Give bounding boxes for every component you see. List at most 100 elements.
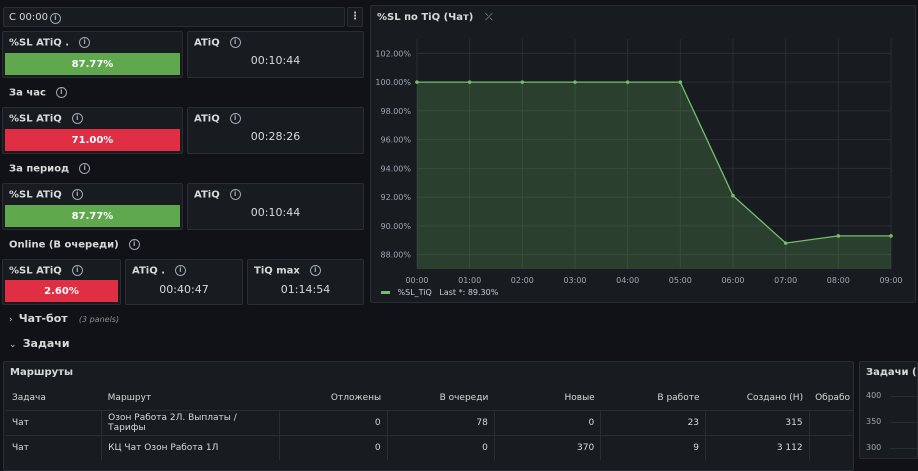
- row-title: Чат-бот: [18, 312, 68, 325]
- info-icon[interactable]: i: [175, 265, 186, 276]
- x-tick-label: 05:00: [669, 276, 692, 285]
- info-icon[interactable]: i: [309, 265, 321, 276]
- panel-title: %SL ATiQ i: [9, 113, 83, 125]
- data-point: [678, 80, 683, 84]
- panel-title: %SL ATiQ i: [9, 189, 83, 201]
- table-row[interactable]: Чат КЦ Чат Озон Работа 1Л 0 0 370 9 3 11…: [6, 435, 853, 460]
- chart-legend[interactable]: %SL_TiQ Last *: 89.30%: [381, 288, 498, 297]
- info-icon[interactable]: i: [71, 189, 83, 200]
- y-tick-label: 92.00%: [380, 193, 411, 202]
- info-icon[interactable]: i: [71, 265, 83, 276]
- legend-swatch: [381, 291, 390, 294]
- stat-panel-atiq-period[interactable]: ATiQ i 00:10:44: [187, 183, 364, 230]
- info-icon[interactable]: i: [71, 113, 83, 124]
- stat-value-bar: 2.60%: [5, 280, 118, 302]
- no-data-link-icon[interactable]: ⤫: [484, 12, 493, 23]
- series-area: [417, 82, 891, 269]
- cell: 0: [386, 435, 495, 460]
- x-tick-label: 06:00: [721, 276, 744, 285]
- table-row[interactable]: Чат Озон Работа 2Л. Выплаты / Тарифы 0 7…: [6, 410, 853, 436]
- row-title-online: Online (В очереди) i: [9, 239, 140, 251]
- stat-panel-atiq-hour[interactable]: ATiQ i 00:28:26: [187, 107, 364, 154]
- series-line: [417, 81, 891, 244]
- variable-selector[interactable]: С 00:00 i: [3, 7, 345, 27]
- tasks-chart-panel[interactable]: Задачи (Ча 400 350 300: [859, 361, 918, 459]
- y-tick-label: 88.00%: [380, 251, 411, 260]
- cell: [808, 410, 853, 436]
- col-header[interactable]: В очереди: [439, 393, 489, 403]
- stat-panel-sl-online[interactable]: %SL ATiQ i 2.60%: [2, 259, 121, 305]
- panel-title: Задачи (Ча: [866, 367, 917, 378]
- col-header[interactable]: Задача: [12, 393, 46, 403]
- cell: Чат: [6, 410, 102, 436]
- cell: 0: [278, 435, 388, 460]
- variable-label: С 00:00: [9, 12, 48, 23]
- info-icon[interactable]: i: [79, 37, 91, 48]
- panel-title: %SL ATiQ i: [9, 265, 83, 277]
- cell: Озон Работа 2Л. Выплаты / Тарифы: [101, 410, 280, 436]
- info-icon[interactable]: i: [55, 87, 67, 98]
- col-header[interactable]: Обрабо: [815, 393, 850, 403]
- stat-value-bar: 87.77%: [5, 205, 180, 227]
- kebab-menu-button[interactable]: ⋮: [347, 7, 363, 27]
- routes-table: Задача Маршрут Отложены В очереди Новые …: [6, 386, 853, 460]
- col-header[interactable]: В работе: [657, 393, 700, 403]
- row-collapsed-chatbot[interactable]: › Чат-бот (3 panels): [9, 312, 119, 325]
- stat-panel-atiq-online[interactable]: ATiQ .i 00:40:47: [125, 259, 243, 305]
- panel-title: ATiQ i: [194, 189, 241, 201]
- info-icon[interactable]: i: [229, 189, 241, 200]
- col-header[interactable]: Отложены: [330, 393, 382, 403]
- panel-title: ATiQ i: [194, 37, 241, 49]
- panel-title: ATiQ .i: [132, 265, 186, 277]
- info-icon[interactable]: i: [50, 13, 61, 24]
- cell: Чат: [6, 435, 102, 460]
- stat-panel-sl-period[interactable]: %SL ATiQ i 87.77%: [2, 183, 183, 230]
- panel-title: ATiQ i: [194, 113, 241, 125]
- data-point: [889, 234, 893, 238]
- info-icon[interactable]: i: [229, 37, 241, 48]
- grid-line: [890, 396, 917, 397]
- stat-value: 00:28:26: [250, 130, 301, 143]
- chart-panel[interactable]: %SL по TiQ (Чат) ⤫ 102.00% 100.00% 98.00% 9…: [370, 5, 916, 303]
- cell: 315: [705, 410, 810, 436]
- col-header[interactable]: Новые: [564, 393, 595, 403]
- x-tick-label: 03:00: [563, 276, 586, 285]
- stat-value: 00:10:44: [250, 206, 301, 219]
- x-tick-label: 09:00: [879, 276, 902, 285]
- chevron-down-icon: ⌄: [9, 340, 17, 350]
- stat-panel-sl-hour[interactable]: %SL ATiQ i 71.00%: [2, 107, 183, 154]
- legend-last-value: Last *: 89.30%: [439, 288, 499, 297]
- y-tick-label: 90.00%: [380, 222, 411, 231]
- data-point: [625, 80, 630, 84]
- data-point: [520, 80, 525, 84]
- cell: 3 112: [705, 435, 810, 460]
- info-icon[interactable]: i: [128, 239, 140, 250]
- kebab-icon: ⋮: [350, 11, 360, 22]
- col-header[interactable]: Создано (Н): [746, 393, 804, 403]
- cell: 9: [600, 435, 706, 460]
- info-icon[interactable]: i: [229, 113, 241, 124]
- routes-table-panel[interactable]: Маршруты Задача Маршрут Отложены В очере…: [3, 361, 854, 471]
- stat-value: 00:10:44: [250, 54, 301, 67]
- x-tick-label: 07:00: [774, 276, 797, 285]
- cell: 0: [493, 410, 601, 436]
- row-expanded-tasks[interactable]: ⌄ Задачи: [9, 337, 70, 350]
- y-tick-label: 100.00%: [375, 78, 411, 87]
- stat-panel-tiq-max[interactable]: TiQ max i 01:14:54: [247, 259, 364, 305]
- cell: [808, 435, 853, 460]
- data-point: [467, 80, 472, 84]
- x-tick-label: 02:00: [511, 276, 534, 285]
- info-icon[interactable]: i: [79, 163, 91, 174]
- y-tick-label: 94.00%: [380, 164, 411, 173]
- data-point: [573, 80, 577, 84]
- y-tick-label: 400: [866, 391, 882, 400]
- panel-title: Маршруты: [10, 367, 73, 378]
- stat-panel-sl[interactable]: %SL ATiQ .i 87.77%: [2, 31, 183, 78]
- data-point: [783, 241, 788, 245]
- row-title-hour: За час i: [9, 87, 67, 99]
- stat-panel-atiq[interactable]: ATiQ i 00:10:44: [187, 31, 364, 78]
- x-tick-label: 01:00: [458, 276, 481, 285]
- panel-title: %SL ATiQ .i: [9, 37, 91, 49]
- col-header[interactable]: Маршрут: [107, 393, 152, 403]
- stat-value-bar: 87.77%: [5, 53, 180, 75]
